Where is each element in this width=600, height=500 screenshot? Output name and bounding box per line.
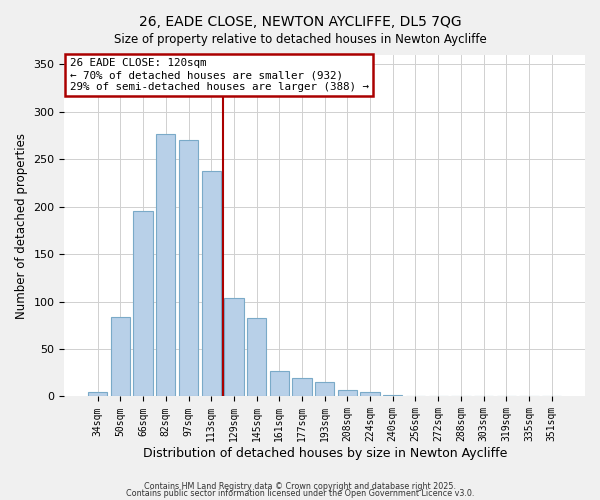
Text: 26, EADE CLOSE, NEWTON AYCLIFFE, DL5 7QG: 26, EADE CLOSE, NEWTON AYCLIFFE, DL5 7QG xyxy=(139,15,461,29)
Bar xyxy=(383,394,403,396)
Bar xyxy=(156,134,175,396)
Bar xyxy=(133,210,153,396)
Bar xyxy=(202,170,221,396)
Bar xyxy=(179,140,198,396)
Bar xyxy=(338,390,357,396)
Bar xyxy=(111,317,130,396)
Text: Contains HM Land Registry data © Crown copyright and database right 2025.: Contains HM Land Registry data © Crown c… xyxy=(144,482,456,491)
Bar xyxy=(88,392,107,396)
Text: 26 EADE CLOSE: 120sqm
← 70% of detached houses are smaller (932)
29% of semi-det: 26 EADE CLOSE: 120sqm ← 70% of detached … xyxy=(70,58,368,92)
Bar xyxy=(315,382,334,396)
Bar xyxy=(361,392,380,396)
Text: Contains public sector information licensed under the Open Government Licence v3: Contains public sector information licen… xyxy=(126,489,474,498)
X-axis label: Distribution of detached houses by size in Newton Aycliffe: Distribution of detached houses by size … xyxy=(143,447,507,460)
Y-axis label: Number of detached properties: Number of detached properties xyxy=(15,132,28,318)
Bar xyxy=(269,371,289,396)
Text: Size of property relative to detached houses in Newton Aycliffe: Size of property relative to detached ho… xyxy=(113,32,487,46)
Bar xyxy=(247,318,266,396)
Bar xyxy=(292,378,311,396)
Bar xyxy=(224,298,244,396)
